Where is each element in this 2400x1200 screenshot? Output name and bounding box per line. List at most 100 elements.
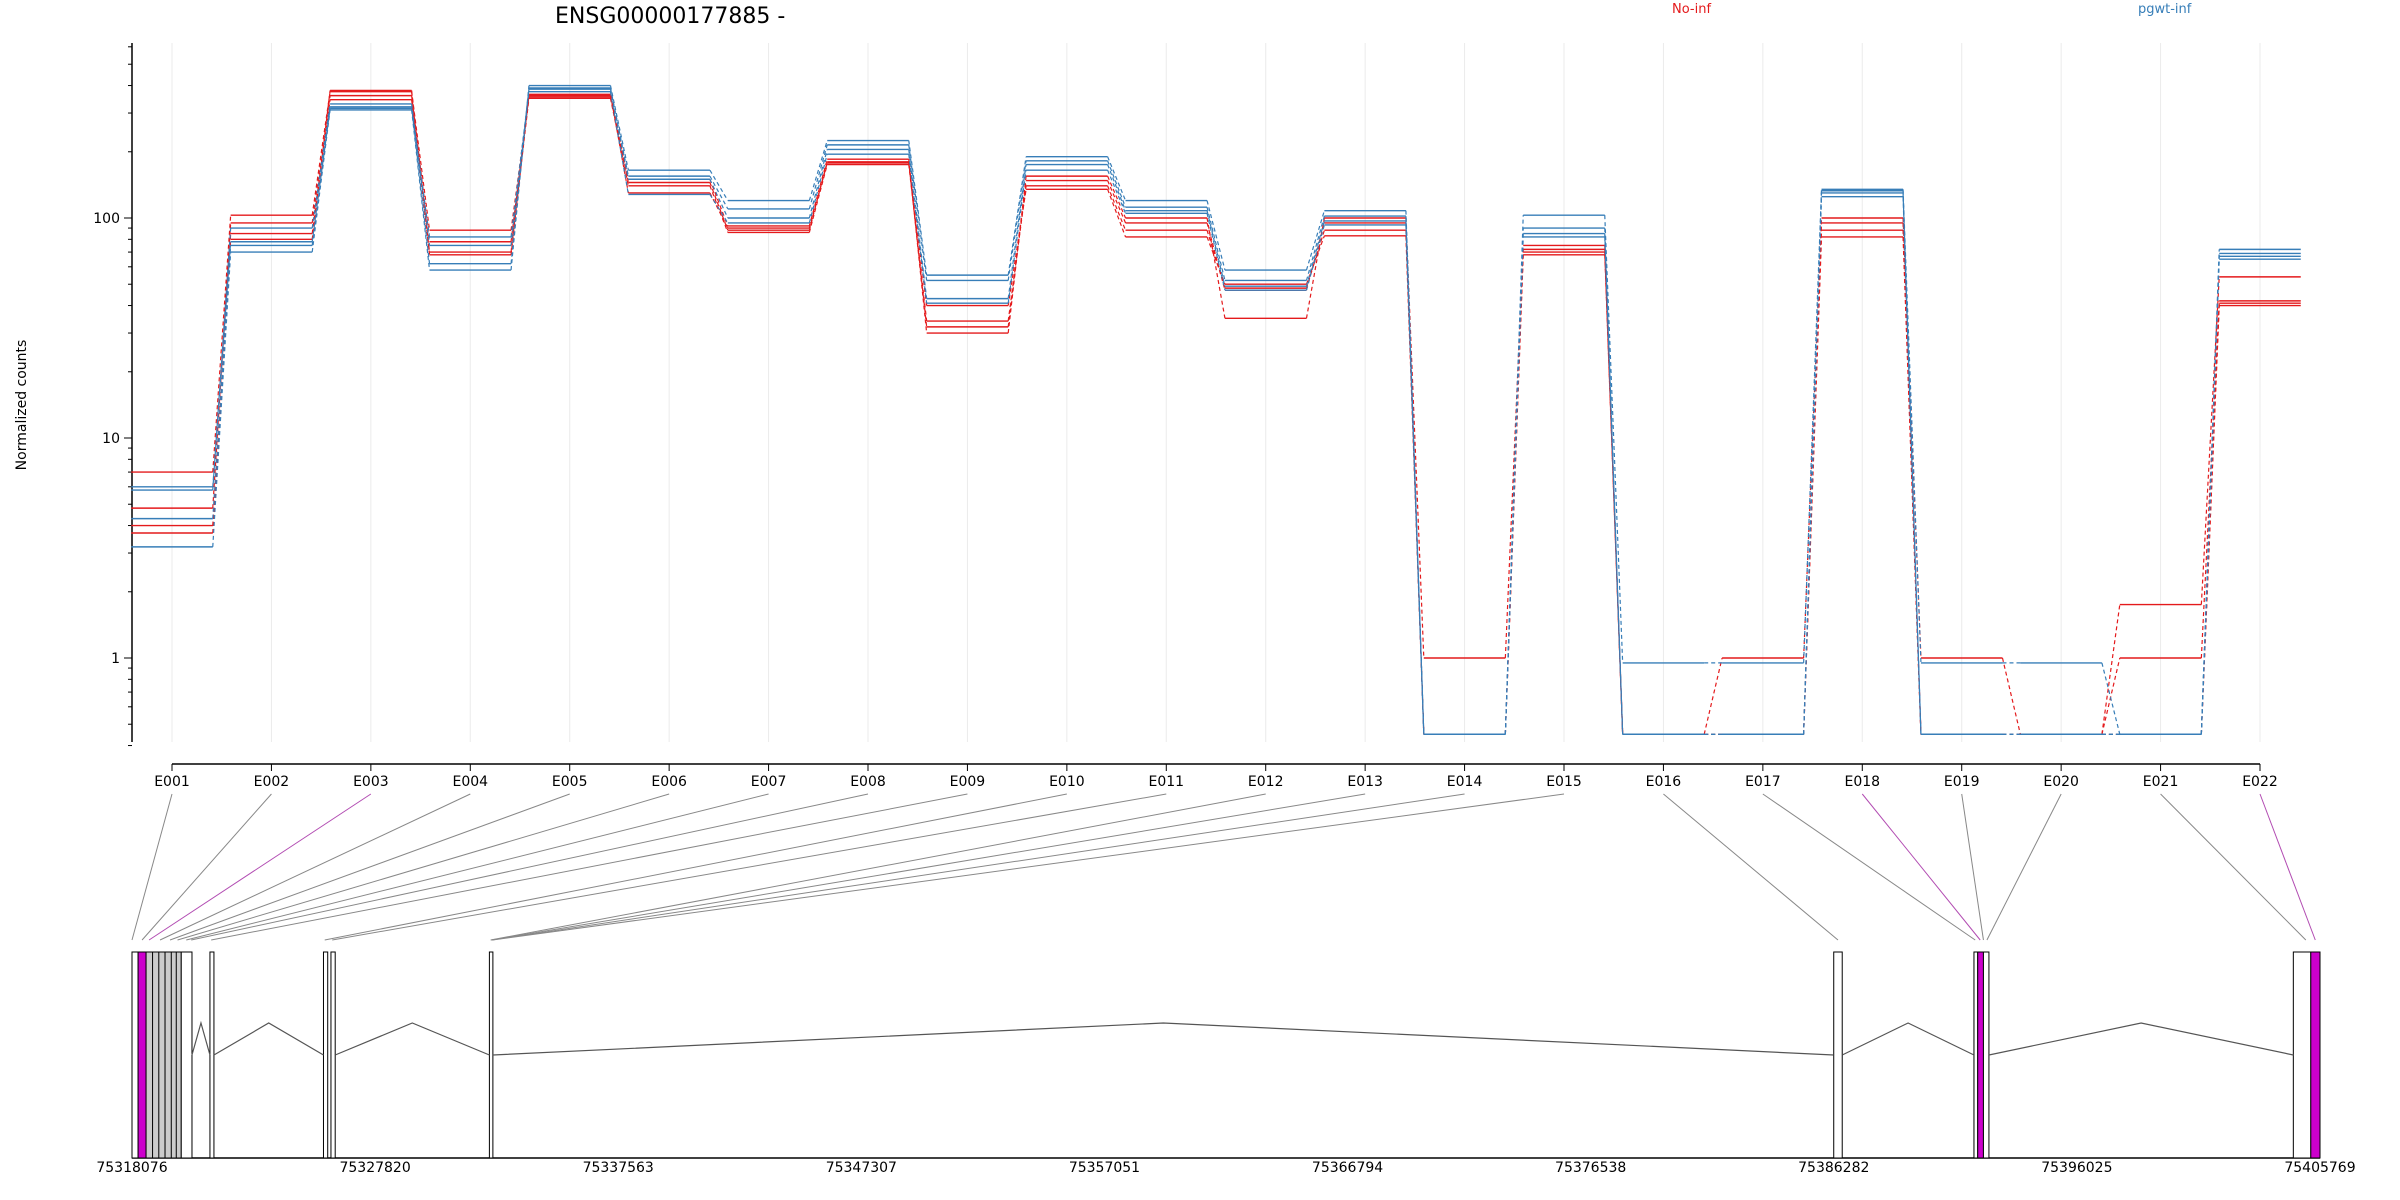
data-connector — [2101, 657, 2121, 735]
y-tick-label: 10 — [102, 431, 120, 447]
exon-connector — [2259, 793, 2316, 941]
exon-connector — [177, 793, 670, 941]
x-tick-label: E012 — [1248, 774, 1284, 790]
data-connector — [1007, 156, 1027, 276]
data-connector — [1504, 236, 1524, 735]
data-connector — [709, 175, 729, 210]
exon-block — [2292, 951, 2312, 1159]
genomic-tick-label: 75347307 — [826, 1160, 897, 1176]
data-connector — [908, 144, 928, 281]
data-connector — [311, 95, 331, 223]
x-tick-label: E017 — [1745, 774, 1781, 790]
exon-connector — [1762, 793, 1976, 941]
intron-line — [191, 1020, 211, 1056]
data-connector — [1305, 220, 1325, 287]
data-connector — [1504, 233, 1524, 735]
genomic-tick-label: 75357051 — [1069, 1160, 1140, 1176]
data-connector — [609, 91, 629, 195]
data-connector — [212, 228, 232, 491]
exon-block — [164, 951, 182, 1159]
exon-block — [322, 951, 329, 1159]
x-tick-label: E016 — [1646, 774, 1682, 790]
exon-connector — [186, 793, 769, 941]
data-connector — [1305, 210, 1325, 271]
data-connector — [2101, 604, 2121, 735]
intron-line — [213, 1022, 324, 1056]
data-connector — [1007, 164, 1027, 299]
data-connector — [1803, 189, 1823, 663]
series-pgwt-inf — [131, 84, 2301, 735]
data-connector — [709, 182, 729, 231]
x-tick-label: E003 — [353, 774, 389, 790]
data-connector — [1206, 207, 1226, 281]
x-tick-label: E009 — [950, 774, 986, 790]
data-connector — [1107, 189, 1127, 238]
data-connector — [1405, 220, 1425, 735]
exon-block — [1977, 951, 1984, 1159]
data-connector — [1703, 657, 1723, 735]
data-connector — [808, 164, 828, 233]
data-connector — [311, 90, 331, 240]
exon-block — [1973, 951, 1979, 1159]
data-connector — [411, 108, 431, 238]
exon-block — [209, 951, 215, 1159]
exon-connector — [324, 793, 1067, 941]
x-tick-label: E018 — [1844, 774, 1880, 790]
series-layer — [131, 84, 2301, 735]
data-connector — [212, 241, 232, 487]
series-no-inf — [131, 89, 2301, 735]
data-connector — [1803, 190, 1823, 735]
data-connector — [212, 245, 232, 519]
data-connector — [1107, 185, 1127, 231]
exon-block — [330, 951, 336, 1159]
data-connector — [1007, 170, 1027, 304]
x-tick-label: E004 — [452, 774, 488, 790]
exon-block — [2310, 951, 2321, 1159]
genomic-tick-label: 75376538 — [1555, 1160, 1626, 1176]
exon-connector — [141, 793, 272, 941]
x-tick-label: E013 — [1347, 774, 1383, 790]
y-tick-label: 1 — [111, 651, 120, 667]
x-tick-label: E007 — [751, 774, 787, 790]
x-tick-label: E005 — [552, 774, 588, 790]
data-connector — [1206, 200, 1226, 271]
exon-connector — [1986, 793, 2062, 941]
data-connector — [1305, 224, 1325, 291]
data-connector — [1007, 189, 1027, 306]
genomic-tick-label: 75318076 — [96, 1160, 167, 1176]
data-connector — [908, 164, 928, 322]
series-no-inf — [131, 97, 2301, 735]
x-tick-label: E011 — [1148, 774, 1184, 790]
data-connector — [411, 99, 431, 253]
x-tick-label: E015 — [1546, 774, 1582, 790]
data-connector — [1604, 215, 1624, 663]
data-connector — [709, 169, 729, 201]
data-connector — [1206, 210, 1226, 287]
data-connector — [709, 194, 729, 224]
x-tick-label: E001 — [154, 774, 190, 790]
gene-model: 75318076 75327820 75337563 75347307 75357051… — [96, 793, 2356, 1176]
data-connector — [1107, 156, 1127, 201]
data-connector — [808, 140, 828, 201]
data-connector — [1305, 230, 1325, 289]
data-connector — [1007, 160, 1027, 281]
data-connector — [411, 106, 431, 264]
x-tick-label: E021 — [2143, 774, 2179, 790]
grid-layer — [171, 43, 2261, 742]
series-pgwt-inf — [131, 88, 2301, 735]
exon-connector — [491, 793, 1366, 941]
data-connector — [1107, 169, 1127, 214]
series-no-inf — [131, 91, 2301, 735]
exon-block — [137, 951, 147, 1159]
data-connector — [808, 149, 828, 219]
y-axis-label: Normalized counts — [14, 340, 30, 471]
legend-no-inf: No-inf — [1672, 2, 1711, 17]
x-tick-label: E010 — [1049, 774, 1085, 790]
exon-connector — [1861, 793, 1981, 941]
data-connector — [908, 140, 928, 276]
data-connector — [808, 154, 828, 224]
genomic-tick-label: 75386282 — [1798, 1160, 1869, 1176]
x-tick-label: E008 — [850, 774, 886, 790]
intron-line — [492, 1022, 1834, 1056]
